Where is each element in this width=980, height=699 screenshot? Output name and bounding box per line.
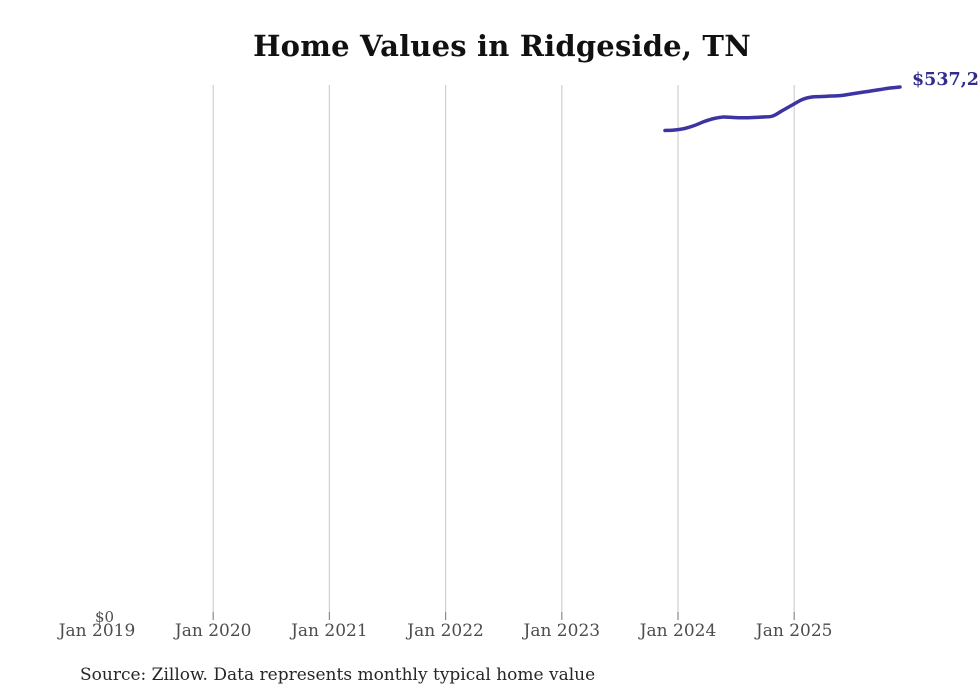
x-tick-label: Jan 2021 (291, 621, 368, 641)
x-tick-label: Jan 2022 (407, 621, 484, 641)
x-tick-label: Jan 2025 (755, 621, 833, 641)
home-value-line (663, 85, 902, 133)
y-axis-zero-label: $0 (95, 608, 115, 626)
chart-title: Home Values in Ridgeside, TN (253, 29, 751, 63)
x-tick-label: Jan 2020 (174, 621, 252, 641)
x-tick-label: Jan 2019 (58, 621, 136, 641)
source-note: Source: Zillow. Data represents monthly … (80, 665, 596, 685)
x-tick-label: Jan 2024 (639, 621, 717, 641)
x-tick-label: Jan 2023 (523, 621, 601, 641)
latest-value-label: $537,244 (912, 70, 980, 90)
